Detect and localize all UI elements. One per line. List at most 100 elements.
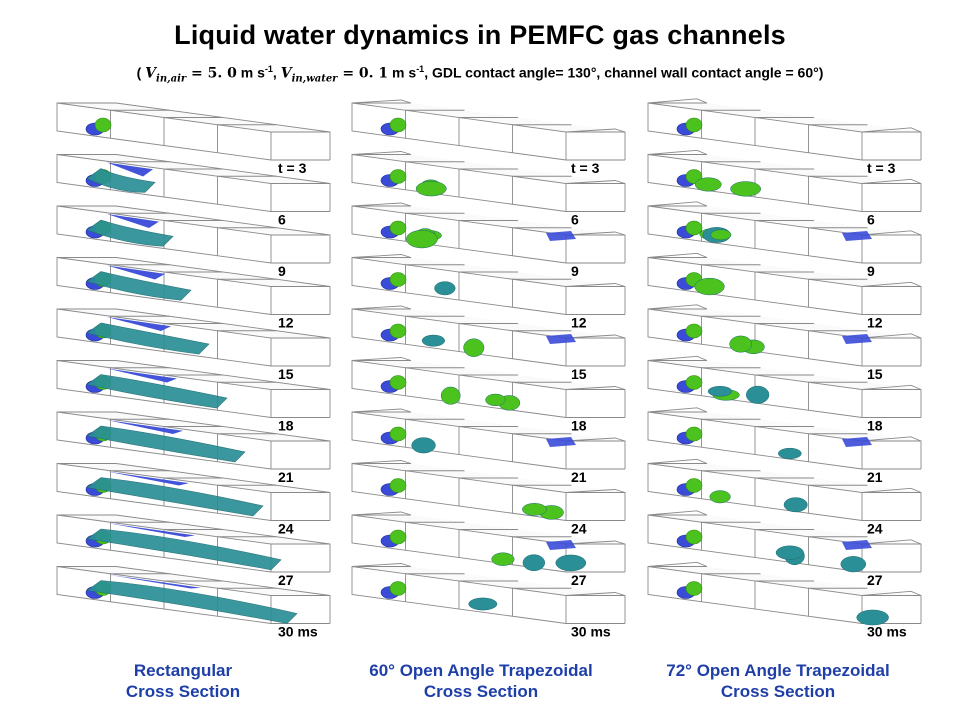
time-label: 21 [571, 469, 587, 485]
channel-segment-divider [512, 433, 572, 462]
channel-front-edges [56, 308, 330, 367]
trapezoid-roof-edge [647, 98, 708, 104]
water-droplet [485, 393, 506, 407]
channel-segment-divider [405, 470, 465, 499]
time-label: 12 [867, 315, 883, 331]
channel-segment-divider [512, 227, 572, 256]
channel-front-edges [647, 308, 921, 367]
v-water-symbol: V [280, 65, 292, 82]
v-water-subscript: in,water [291, 73, 338, 85]
channel-segment-divider [405, 161, 465, 190]
channel-segment-divider [701, 418, 761, 448]
v-air-subscript: in,air [156, 73, 187, 85]
trapezoid-roof-edge [351, 305, 412, 310]
water-droplet [709, 490, 731, 504]
channel-front-edges [351, 154, 625, 212]
water-droplet [730, 181, 761, 197]
time-label: 18 [571, 418, 587, 434]
trapezoid-roof-edge [647, 561, 708, 567]
channel-segment-divider [405, 367, 465, 396]
channel-segment-divider [754, 117, 814, 146]
time-label: 18 [867, 418, 883, 434]
water-droplet [775, 545, 804, 560]
caption-rectangular: Rectangular Cross Section [33, 660, 333, 702]
channel-front-edges [351, 257, 625, 315]
channel-segment-divider [754, 426, 814, 455]
gdl-water-patch [107, 265, 165, 280]
channel-snapshot: 21 [56, 411, 331, 485]
channel-front-edges [351, 514, 625, 573]
channel-front-edges [351, 463, 625, 521]
channel-segment-divider [512, 124, 572, 153]
channel-outlet-edges [271, 543, 331, 572]
time-label: 27 [867, 572, 883, 588]
water-droplet [415, 181, 447, 197]
trapezoid-roof-edge [861, 178, 922, 184]
outlet-water-patch [546, 231, 576, 241]
liquid-water-film [86, 168, 156, 193]
trapezoid-roof-edge [861, 436, 922, 442]
gdl-water-patch [107, 317, 171, 331]
trapezoid-roof-edge [565, 592, 626, 596]
water-droplet [729, 335, 753, 353]
time-label: 21 [867, 469, 883, 485]
outlet-water-patch [842, 437, 872, 447]
water-interface-blob [389, 426, 407, 442]
water-droplet [421, 334, 445, 347]
channel-segment-divider [754, 271, 814, 300]
channel-outlet-edges [271, 234, 331, 263]
channel-segment-divider [808, 278, 868, 308]
channel-segment-divider [512, 330, 572, 359]
water-droplet [522, 554, 545, 572]
time-label: 15 [278, 366, 294, 382]
time-label: 6 [278, 212, 286, 228]
channel-outlet-edges [271, 183, 331, 212]
channel-segment-divider [458, 220, 518, 249]
caption-rectangular-line1: Rectangular [133, 661, 233, 680]
trapezoid-roof-edge [565, 231, 626, 236]
subtitle-contact-angles: , GDL contact angle= 130°, channel wall … [424, 64, 824, 81]
water-interface-blob [94, 117, 112, 133]
channel-front-edges [647, 154, 921, 212]
channel-front-edges [647, 360, 921, 418]
trapezoid-roof-edge [351, 357, 412, 361]
channel-segment-divider [512, 536, 572, 565]
channel-outlet-edges [862, 492, 922, 521]
channel-outlet-edges [271, 389, 331, 418]
time-label: 30 ms [867, 624, 907, 640]
channel-snapshot: 18 [56, 360, 331, 434]
channel-segment-divider [405, 264, 465, 293]
channel-segment-divider [405, 418, 465, 448]
time-label: 24 [867, 521, 883, 537]
channel-outlet-edges [566, 234, 626, 263]
water-interface-blob [685, 581, 703, 596]
channel-segment-divider [808, 175, 868, 205]
water-droplet [555, 554, 587, 572]
channel-front-edges [56, 514, 330, 573]
gdl-water-patch [107, 523, 195, 537]
water-droplet [411, 437, 436, 454]
trapezoid-roof-edge [861, 590, 922, 596]
channel-segment-divider [217, 175, 277, 205]
trapezoid-roof-edge [351, 408, 412, 413]
channel-segment-divider [405, 212, 465, 242]
channel-segment-divider [512, 587, 572, 617]
channel-snapshot: 9 [351, 202, 626, 279]
channel-snapshot: 30 ms [56, 566, 331, 640]
channel-segment-divider [808, 227, 868, 256]
channel-front-edges [647, 205, 921, 264]
water-droplet [468, 597, 498, 611]
liquid-water-film [86, 477, 264, 517]
outlet-water-patch [842, 540, 872, 550]
water-interface-blob [389, 117, 407, 133]
channel-snapshot: 15 [647, 304, 922, 382]
channel-front-edges [647, 514, 921, 573]
v-air-exponent: -1 [264, 64, 273, 74]
time-label: 27 [571, 572, 587, 588]
channel-segment-divider [701, 521, 761, 551]
water-droplet [694, 177, 722, 192]
trapezoid-roof-edge [351, 202, 412, 207]
channel-snapshot: 24 [56, 463, 331, 537]
trapezoid-roof-edge [647, 407, 708, 413]
channel-snapshot: 15 [351, 305, 626, 382]
